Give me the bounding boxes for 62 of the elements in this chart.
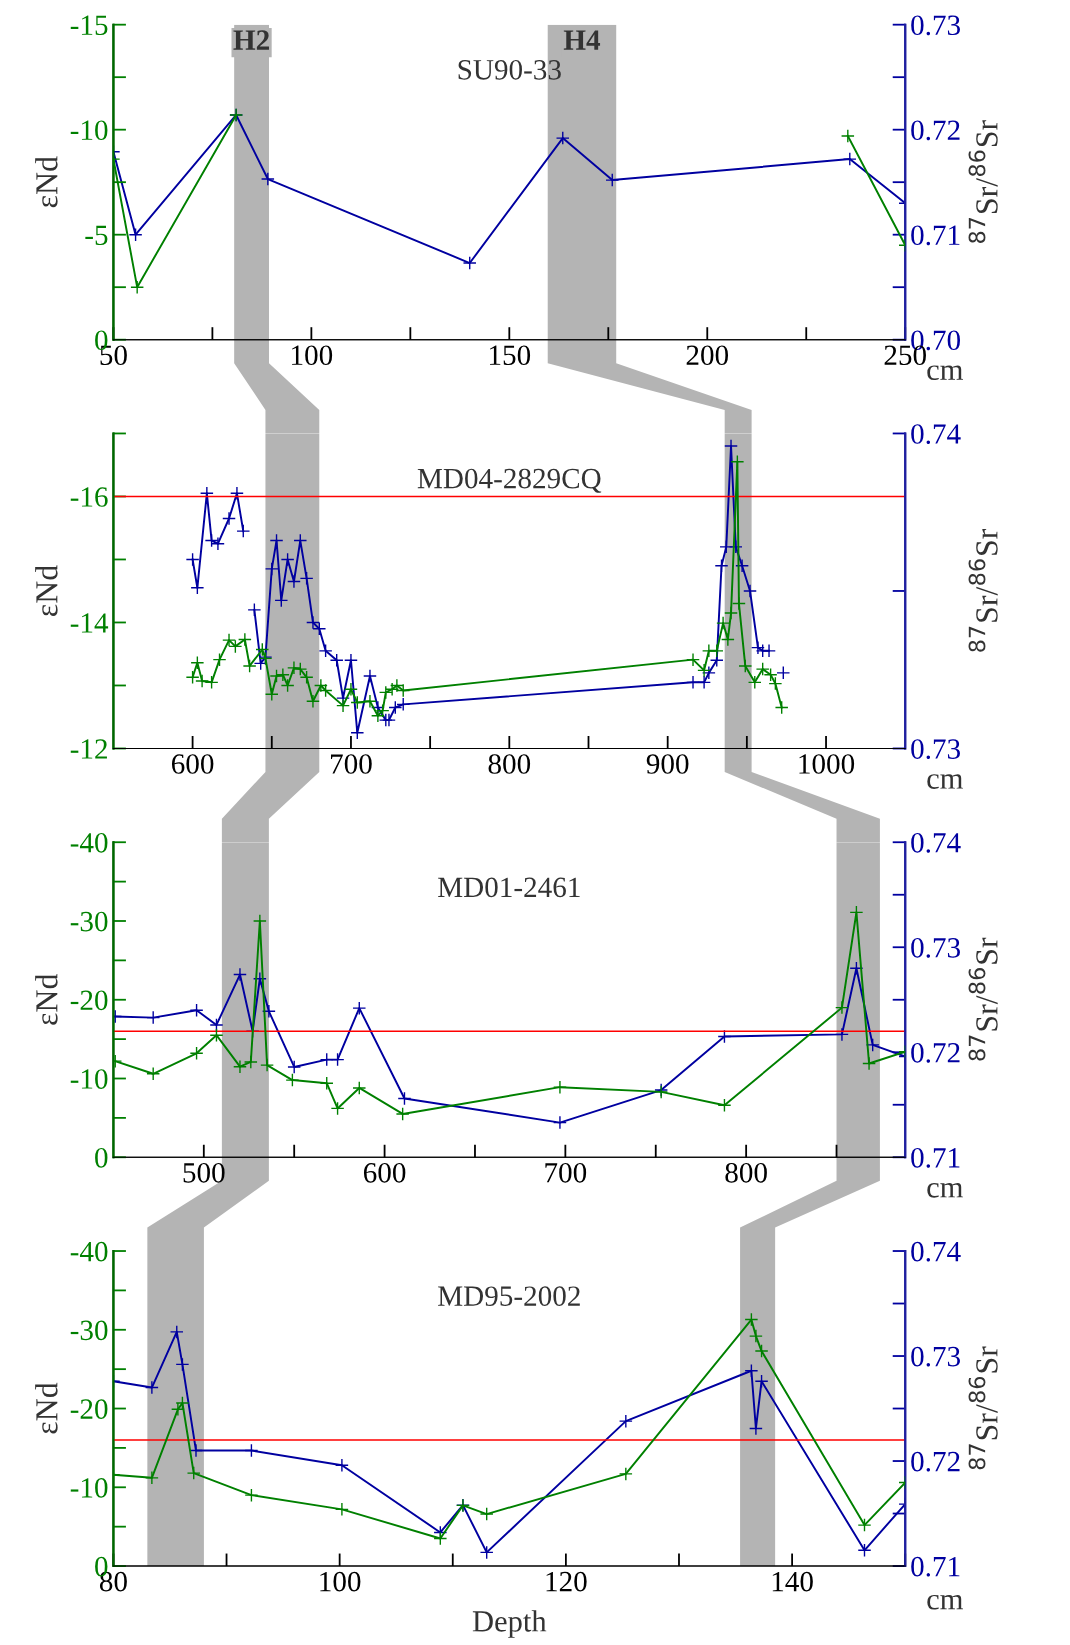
- x-tick-label: 600: [171, 754, 214, 774]
- y2-tick-label: 0.74: [911, 424, 961, 444]
- y-tick-label: -16: [70, 487, 108, 507]
- y-tick-label: -40: [70, 832, 108, 853]
- x-tick-label: 700: [331, 754, 372, 774]
- text: MD04-2829CQ: [417, 468, 602, 493]
- x-tick-label: 120: [546, 1571, 587, 1592]
- x-tick-label: 900: [646, 754, 689, 774]
- y-tick-label: -10: [70, 1069, 108, 1089]
- y-tick-label: -5: [85, 225, 108, 246]
- y-tick-label: -12: [70, 739, 107, 759]
- y2-tick-label: 0.74: [911, 1241, 961, 1262]
- text: MD95-2002: [438, 1286, 580, 1306]
- x-tick-label: 140: [772, 1571, 813, 1592]
- y-tick-label: 0: [95, 1147, 108, 1168]
- y2-tick-label: 0.73: [911, 937, 960, 958]
- x-tick-label: 600: [363, 1162, 406, 1183]
- y2-axis-title: $^{87}$Sr/$^{86}$Sr: [968, 1346, 998, 1470]
- x-tick-label: 100: [292, 345, 333, 366]
- text: SU90-33: [458, 59, 561, 80]
- x-tick-label: 500: [183, 1162, 225, 1183]
- y2-tick-label: 0.72: [911, 120, 960, 141]
- y2-tick-label: 0.72: [911, 1451, 960, 1472]
- x-tick-label: 1000: [799, 754, 855, 774]
- y-tick-label: -10: [70, 120, 108, 141]
- y2-tick-label: 0.73: [911, 15, 960, 36]
- x-axis-title: cm: [927, 365, 963, 381]
- y-tick-label: -40: [70, 1241, 108, 1262]
- y-tick-label: -10: [70, 1478, 108, 1498]
- y-tick-label: -20: [70, 990, 108, 1011]
- y2-axis-title: $^{87}$Sr/$^{86}$Sr: [968, 120, 998, 243]
- y2-tick-label: 0.74: [911, 832, 961, 853]
- y-tick-label: -15: [70, 15, 108, 36]
- y-axis-title: εNd: [35, 156, 58, 208]
- y-axis-title: εNd: [35, 1382, 58, 1434]
- x-axis-title: cm: [927, 774, 963, 789]
- text: MD01-2461: [438, 877, 580, 898]
- band-label: H2: [233, 30, 269, 50]
- x-tick-label: 100: [320, 1571, 361, 1592]
- y2-tick-label: 0.71: [911, 1147, 960, 1168]
- y2-tick-label: 0.73: [911, 739, 960, 760]
- y-tick-label: -14: [70, 613, 109, 633]
- y2-tick-label: 0.73: [911, 1346, 960, 1367]
- text: cm: [927, 1594, 963, 1610]
- x-tick-label: 150: [490, 345, 531, 366]
- y2-axis-title: $^{87}$Sr/$^{86}$Sr: [968, 937, 998, 1061]
- x-axis-title: Depth: [472, 1610, 547, 1638]
- x-axis-title: cm: [927, 1182, 963, 1198]
- x-tick-label: 800: [488, 754, 531, 774]
- y2-axis-title: $^{87}$Sr/$^{86}$Sr: [968, 528, 998, 652]
- y2-tick-label: 0.72: [911, 1042, 960, 1063]
- y2-tick-label: 0.71: [911, 1556, 960, 1577]
- band-label: H4: [563, 30, 601, 50]
- x-tick-label: 200: [686, 345, 729, 366]
- y-axis-title: εNd: [35, 973, 58, 1025]
- x-tick-label: 800: [725, 1162, 767, 1183]
- y-tick-label: -30: [70, 911, 108, 932]
- y2-tick-label: 0.71: [911, 225, 960, 246]
- y-tick-label: -20: [70, 1399, 108, 1419]
- y-axis-title: εNd: [35, 565, 58, 616]
- y-tick-label: -30: [70, 1320, 108, 1341]
- x-tick-label: 700: [545, 1162, 587, 1183]
